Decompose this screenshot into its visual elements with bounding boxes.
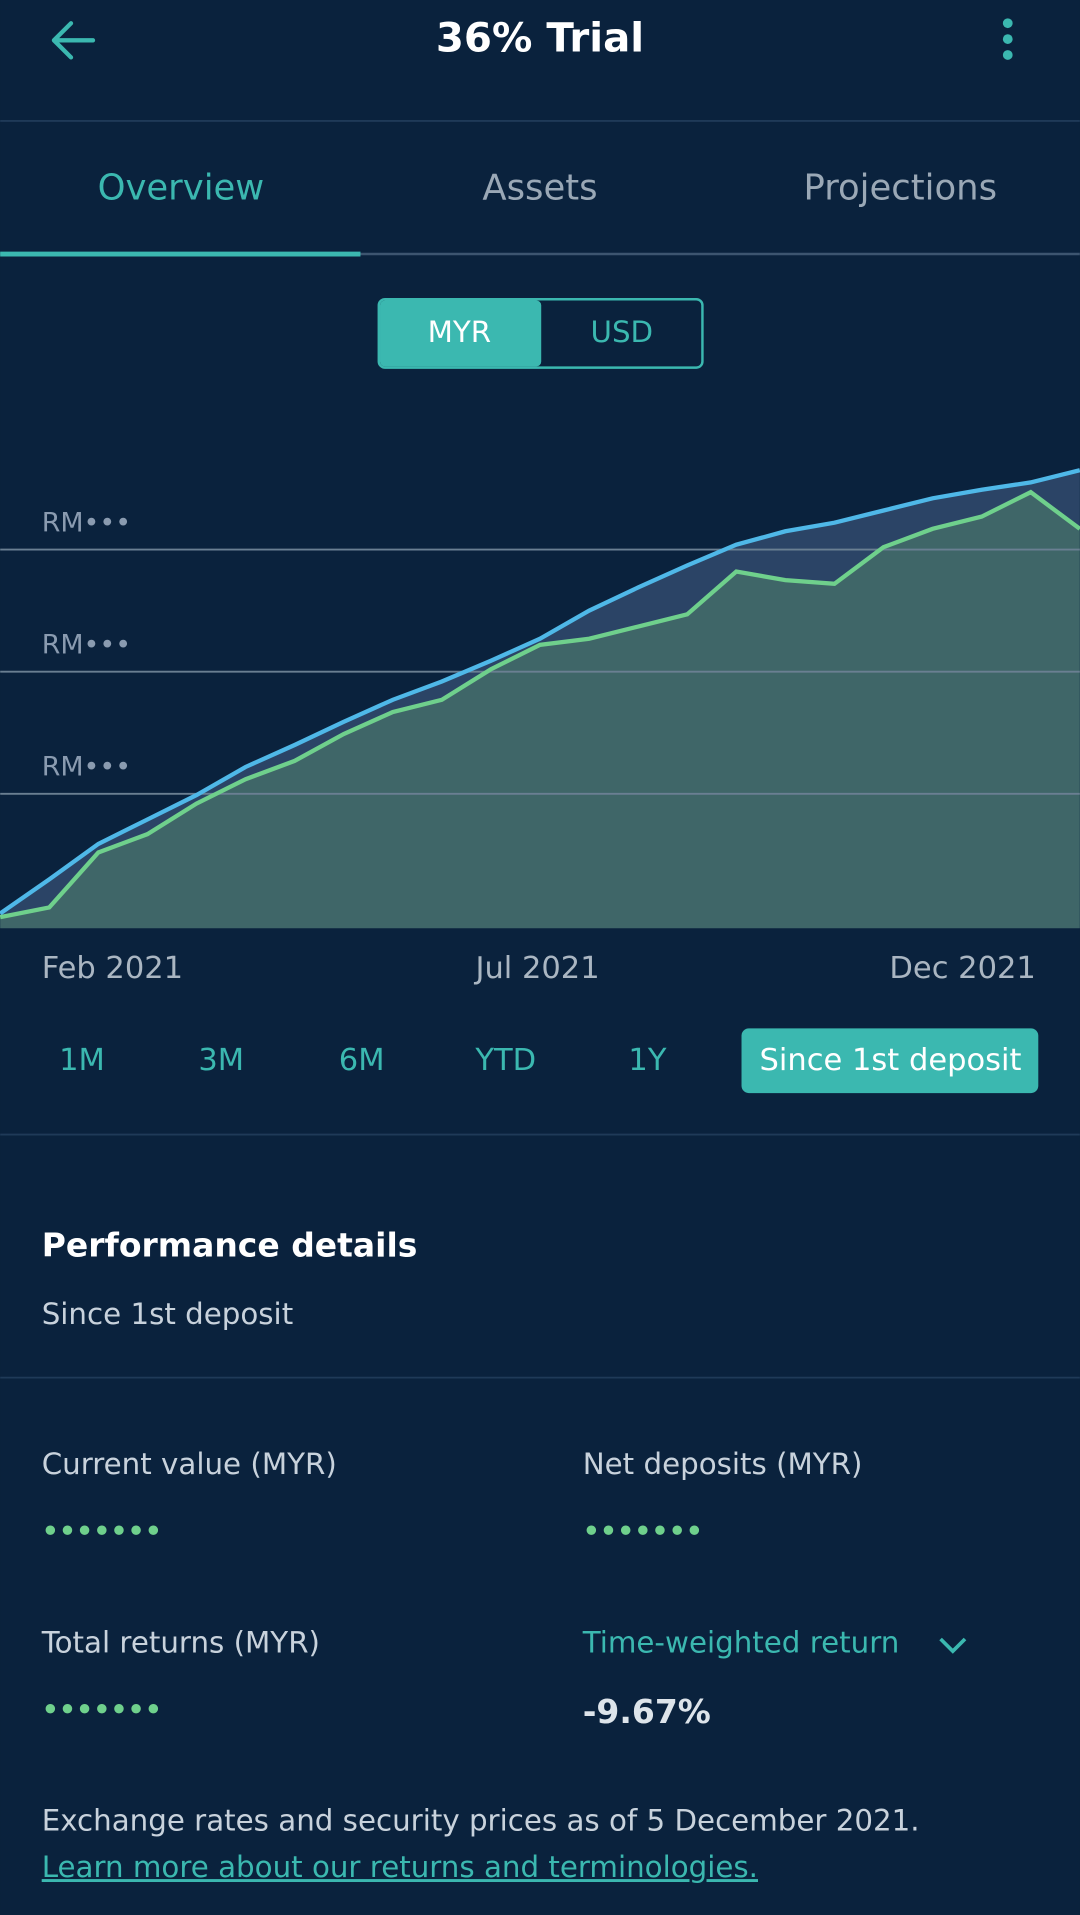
x-tick-label: Feb 2021 (42, 951, 183, 986)
metric-selector[interactable]: Time-weighted return (582, 1625, 900, 1659)
chart: RM••• RM••• RM••• Feb 2021 Jul 2021 Dec 2021 (0, 468, 1080, 986)
period-option[interactable]: YTD (474, 1043, 536, 1078)
menu-button[interactable] (1002, 18, 1013, 60)
section-subtitle: Since 1st deposit (42, 1297, 293, 1331)
y-tick-label: RM••• (42, 507, 131, 538)
period-selected[interactable] (741, 1028, 1039, 1094)
period-option[interactable]: 3M (198, 1043, 244, 1078)
metric-label: Current value (MYR) (42, 1447, 337, 1481)
x-tick-label: Dec 2021 (889, 951, 1035, 986)
period-option[interactable]: Since 1st deposit (760, 1043, 1022, 1078)
line (0, 468, 1080, 916)
currency-option[interactable]: USD (591, 315, 654, 349)
metric-label: Net deposits (MYR) (583, 1447, 863, 1481)
metric-value: ••••••• (42, 1695, 162, 1726)
metric-value: -9.67% (583, 1692, 711, 1731)
metric-value: ••••••• (583, 1516, 703, 1547)
metric-value: ••••••• (42, 1516, 162, 1547)
currency-toggle (377, 297, 704, 369)
currency-selected (380, 300, 542, 367)
section-title: Performance details (42, 1225, 418, 1264)
tab[interactable]: Assets (482, 167, 597, 208)
metric-label: Total returns (MYR) (41, 1625, 320, 1659)
tab[interactable]: Overview (98, 167, 265, 208)
x-tick-label: Jul 2021 (473, 951, 599, 986)
line (0, 489, 1080, 920)
footnote: Exchange rates and security prices as of… (42, 1804, 920, 1838)
chevron[interactable] (939, 1637, 967, 1654)
currency-option[interactable]: MYR (428, 315, 492, 349)
help-link[interactable]: Learn more about our returns and termino… (42, 1850, 758, 1884)
back-button[interactable] (51, 21, 96, 60)
period-option[interactable]: 6M (339, 1043, 385, 1078)
y-tick-label: RM••• (42, 752, 131, 783)
period-option[interactable]: 1Y (628, 1043, 666, 1078)
tab[interactable]: Projections (804, 167, 998, 208)
page-title: 36% Trial (436, 14, 644, 61)
value-area (0, 492, 1080, 929)
y-tick-label: RM••• (42, 630, 131, 661)
period-option[interactable]: 1M (59, 1043, 105, 1078)
